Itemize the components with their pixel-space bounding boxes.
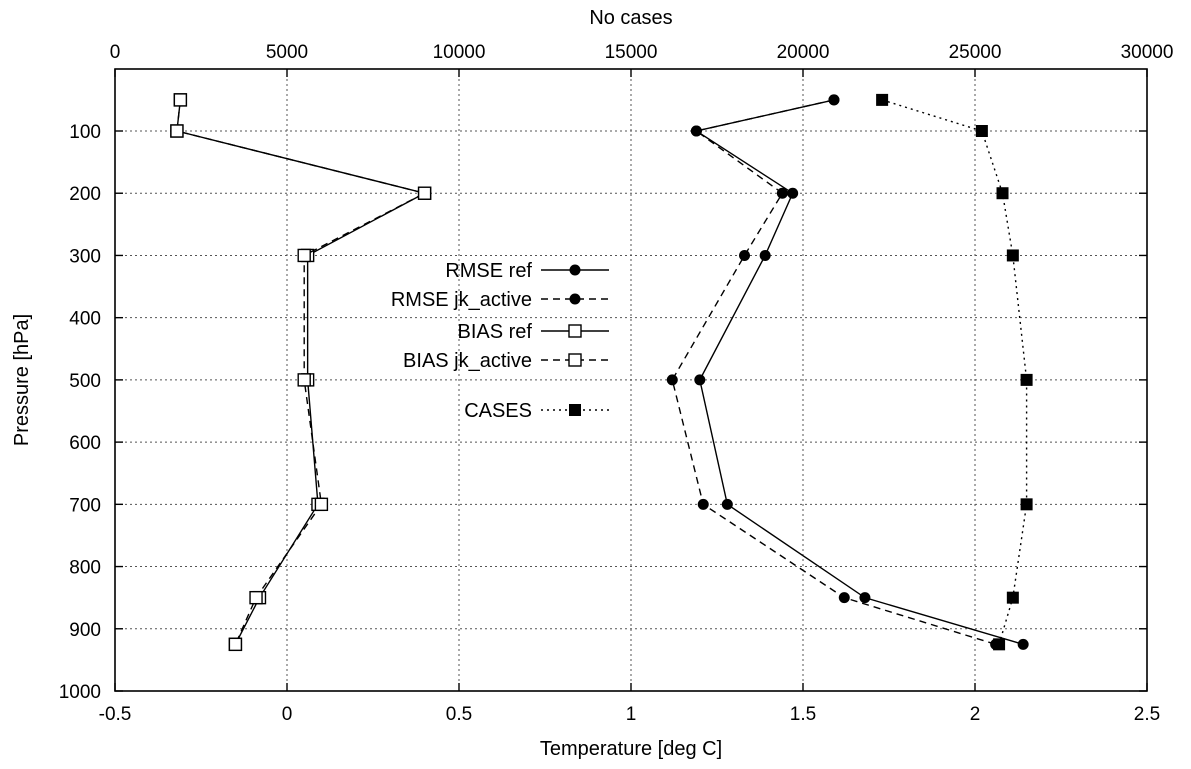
- series-4: [876, 93, 1033, 651]
- data-point: [1017, 638, 1029, 650]
- x2-tick-label: 5000: [266, 42, 308, 63]
- series-line: [176, 99, 427, 645]
- legend-entry: BIAS ref: [458, 321, 609, 343]
- data-point: [297, 248, 311, 263]
- x-tick-label: 0.5: [446, 704, 472, 725]
- tick-marks: [114, 69, 1148, 692]
- legend: RMSE ref RMSE jk_active BIAS ref BIAS jk_ac…: [391, 260, 609, 422]
- x-axis-title: Temperature [deg C]: [540, 738, 722, 760]
- x-tick-label: -0.5: [99, 704, 132, 725]
- data-point: [228, 637, 243, 652]
- y-tick-label: 100: [69, 122, 101, 143]
- legend-marker: [568, 353, 582, 367]
- data-point: [170, 124, 184, 138]
- y-tick-label: 400: [69, 309, 101, 330]
- x-tick-label: 1: [626, 704, 637, 725]
- data-point: [297, 373, 311, 387]
- data-point: [776, 187, 788, 199]
- data-point: [690, 125, 702, 137]
- x-tick-label: 0: [282, 704, 293, 725]
- y-tick-label: 700: [69, 495, 101, 516]
- y-tick-label: 200: [69, 184, 101, 205]
- y-tick-label: 500: [69, 371, 101, 392]
- data-point: [993, 638, 1006, 651]
- x2-tick-label: 0: [110, 42, 121, 63]
- data-point: [666, 374, 678, 386]
- data-point: [697, 498, 709, 510]
- series-line: [694, 99, 1024, 646]
- legend-label: BIAS ref: [458, 321, 533, 343]
- legend-marker: [569, 293, 581, 305]
- series-line: [881, 99, 1028, 645]
- y-tick-label: 600: [69, 433, 101, 454]
- x2-tick-label: 15000: [605, 42, 658, 63]
- legend-marker: [568, 324, 582, 338]
- legend-label: RMSE jk_active: [391, 289, 532, 311]
- x2-tick-label: 20000: [777, 42, 830, 63]
- y-tick-label: 900: [69, 620, 101, 641]
- data-point: [739, 249, 751, 261]
- x2-tick-label: 30000: [1121, 42, 1174, 63]
- x-tick-label: 2: [970, 704, 981, 725]
- data-point: [787, 187, 799, 199]
- x-tick-label: 1.5: [790, 704, 816, 725]
- legend-marker: [569, 264, 581, 276]
- data-point: [1006, 591, 1019, 604]
- data-point: [838, 592, 850, 604]
- y-tick-label: 300: [69, 246, 101, 267]
- data-point: [417, 186, 432, 200]
- data-point: [173, 93, 188, 107]
- data-point: [975, 125, 988, 137]
- series-layer: [170, 93, 1033, 652]
- x2-tick-label: 10000: [433, 42, 486, 63]
- data-point: [694, 374, 706, 386]
- legend-label: CASES: [464, 400, 532, 422]
- tick-labels: -0.5 0 0.5 1 1.5 2 2.5 0 5000 10000 15000 20000 2500…: [59, 42, 1174, 725]
- data-point: [1020, 498, 1033, 511]
- data-point: [859, 592, 871, 604]
- legend-entry: RMSE jk_active: [391, 289, 609, 311]
- legend-label: BIAS jk_active: [403, 350, 532, 372]
- grid-lines: [115, 69, 1147, 691]
- data-point: [249, 590, 263, 605]
- data-point: [828, 94, 840, 106]
- series-line: [671, 99, 996, 646]
- legend-entry: BIAS jk_active: [403, 350, 609, 372]
- data-point: [876, 93, 889, 106]
- y-axis-title: Pressure [hPa]: [11, 314, 33, 446]
- legend-label: RMSE ref: [445, 260, 532, 282]
- data-point: [721, 498, 733, 510]
- series-line: [176, 99, 427, 645]
- legend-entry: RMSE ref: [445, 260, 609, 282]
- legend-marker: [569, 404, 581, 416]
- data-point: [1006, 249, 1019, 262]
- legend-entry: CASES: [464, 400, 609, 422]
- data-point: [314, 497, 329, 512]
- y-tick-label: 1000: [59, 682, 101, 703]
- data-point: [759, 249, 771, 261]
- x-tick-label: 2.5: [1134, 704, 1160, 725]
- data-point: [996, 187, 1009, 200]
- y-tick-label: 800: [69, 558, 101, 579]
- data-point: [1020, 373, 1033, 386]
- x2-tick-label: 25000: [949, 42, 1002, 63]
- series-3: [170, 93, 432, 652]
- x2-axis-title: No cases: [589, 7, 672, 29]
